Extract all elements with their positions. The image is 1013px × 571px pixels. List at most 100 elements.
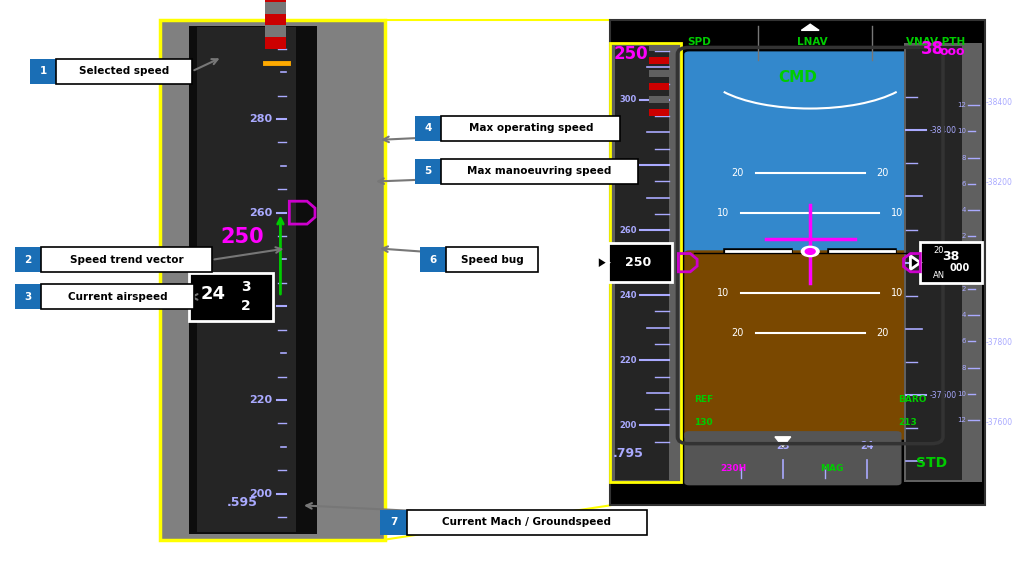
Bar bbox=[648, 83, 669, 90]
Text: 000: 000 bbox=[949, 263, 969, 274]
Text: 200: 200 bbox=[620, 421, 637, 430]
FancyBboxPatch shape bbox=[615, 46, 669, 480]
Text: Selected speed: Selected speed bbox=[79, 66, 169, 77]
Bar bbox=[648, 44, 669, 51]
Text: 12: 12 bbox=[957, 417, 965, 423]
FancyBboxPatch shape bbox=[414, 159, 442, 184]
Text: 12: 12 bbox=[957, 102, 965, 108]
Bar bbox=[264, 14, 287, 25]
Text: 10: 10 bbox=[956, 391, 965, 397]
Text: 240: 240 bbox=[619, 291, 637, 300]
FancyBboxPatch shape bbox=[610, 20, 986, 505]
Text: .795: .795 bbox=[613, 448, 644, 460]
FancyBboxPatch shape bbox=[42, 284, 194, 309]
Text: Current airspeed: Current airspeed bbox=[68, 292, 168, 302]
FancyBboxPatch shape bbox=[380, 510, 407, 535]
Text: 3: 3 bbox=[24, 292, 31, 302]
FancyBboxPatch shape bbox=[57, 59, 191, 84]
Text: -37800: -37800 bbox=[986, 338, 1012, 347]
FancyBboxPatch shape bbox=[407, 510, 646, 535]
Circle shape bbox=[805, 248, 815, 254]
Text: Speed trend vector: Speed trend vector bbox=[70, 255, 183, 265]
Text: .595: .595 bbox=[227, 496, 257, 509]
Text: 8: 8 bbox=[961, 365, 965, 371]
Text: REF: REF bbox=[694, 395, 713, 404]
Polygon shape bbox=[598, 256, 608, 270]
Text: 23: 23 bbox=[776, 441, 789, 451]
Text: 20: 20 bbox=[934, 246, 944, 255]
Bar bbox=[648, 96, 669, 103]
Text: 2: 2 bbox=[241, 299, 251, 313]
Text: 4: 4 bbox=[424, 123, 432, 134]
Text: -38200: -38200 bbox=[986, 178, 1012, 187]
Text: 280: 280 bbox=[620, 160, 637, 170]
Text: MAG: MAG bbox=[821, 464, 844, 473]
Text: 10: 10 bbox=[717, 288, 729, 298]
Text: Max operating speed: Max operating speed bbox=[469, 123, 593, 134]
Polygon shape bbox=[911, 256, 920, 270]
Text: CMD: CMD bbox=[778, 70, 817, 85]
FancyBboxPatch shape bbox=[685, 431, 902, 485]
Text: 20: 20 bbox=[876, 328, 888, 338]
FancyBboxPatch shape bbox=[447, 247, 538, 272]
Polygon shape bbox=[775, 437, 791, 447]
Bar bbox=[648, 70, 669, 77]
FancyBboxPatch shape bbox=[685, 51, 936, 256]
FancyBboxPatch shape bbox=[608, 243, 673, 282]
FancyBboxPatch shape bbox=[188, 273, 272, 321]
Text: Max manoeuvring speed: Max manoeuvring speed bbox=[467, 166, 612, 176]
Text: 20: 20 bbox=[876, 168, 888, 178]
Text: 10: 10 bbox=[956, 128, 965, 134]
Text: 20: 20 bbox=[731, 328, 744, 338]
Text: 250: 250 bbox=[220, 227, 263, 247]
FancyBboxPatch shape bbox=[188, 26, 317, 534]
Text: 38: 38 bbox=[942, 251, 959, 263]
Text: 38: 38 bbox=[921, 39, 944, 58]
Text: 300: 300 bbox=[620, 95, 637, 104]
Text: 20: 20 bbox=[731, 168, 744, 178]
Text: 250: 250 bbox=[613, 45, 648, 63]
Text: 280: 280 bbox=[249, 114, 272, 124]
Text: 24: 24 bbox=[201, 285, 226, 303]
Text: 220: 220 bbox=[249, 395, 272, 405]
FancyBboxPatch shape bbox=[442, 159, 638, 184]
Text: BARO: BARO bbox=[899, 395, 927, 404]
Text: 10: 10 bbox=[717, 208, 729, 218]
Text: 8: 8 bbox=[961, 155, 965, 160]
FancyBboxPatch shape bbox=[42, 247, 212, 272]
FancyBboxPatch shape bbox=[15, 284, 42, 309]
Text: 230H: 230H bbox=[720, 464, 747, 473]
Text: 2: 2 bbox=[961, 286, 965, 292]
Bar bbox=[648, 57, 669, 64]
Text: LNAV: LNAV bbox=[797, 37, 828, 47]
Polygon shape bbox=[176, 288, 188, 306]
FancyBboxPatch shape bbox=[610, 43, 682, 482]
Text: 5: 5 bbox=[424, 166, 432, 176]
Text: 7: 7 bbox=[390, 517, 397, 528]
Text: 260: 260 bbox=[619, 226, 637, 235]
Text: 220: 220 bbox=[619, 356, 637, 365]
Text: 4: 4 bbox=[961, 207, 965, 213]
Bar bbox=[264, 25, 287, 37]
Text: 24: 24 bbox=[860, 441, 873, 451]
FancyBboxPatch shape bbox=[442, 116, 620, 141]
Text: 6: 6 bbox=[961, 181, 965, 187]
Text: AN: AN bbox=[933, 271, 945, 280]
FancyBboxPatch shape bbox=[414, 116, 442, 141]
Circle shape bbox=[801, 246, 820, 256]
Text: VNAV PTH: VNAV PTH bbox=[907, 37, 965, 47]
Text: Speed bug: Speed bug bbox=[461, 255, 524, 265]
Text: 240: 240 bbox=[249, 301, 272, 311]
Text: 10: 10 bbox=[891, 288, 904, 298]
Text: 10: 10 bbox=[891, 208, 904, 218]
FancyBboxPatch shape bbox=[15, 247, 42, 272]
FancyBboxPatch shape bbox=[905, 43, 982, 482]
Text: 1: 1 bbox=[40, 66, 47, 77]
Text: Current Mach / Groundspeed: Current Mach / Groundspeed bbox=[443, 517, 611, 528]
Text: 6: 6 bbox=[961, 339, 965, 344]
Text: -38000: -38000 bbox=[929, 258, 956, 267]
Text: 2: 2 bbox=[961, 234, 965, 239]
Text: -37600: -37600 bbox=[986, 418, 1013, 427]
Text: SPD: SPD bbox=[687, 37, 711, 47]
FancyBboxPatch shape bbox=[920, 242, 982, 283]
